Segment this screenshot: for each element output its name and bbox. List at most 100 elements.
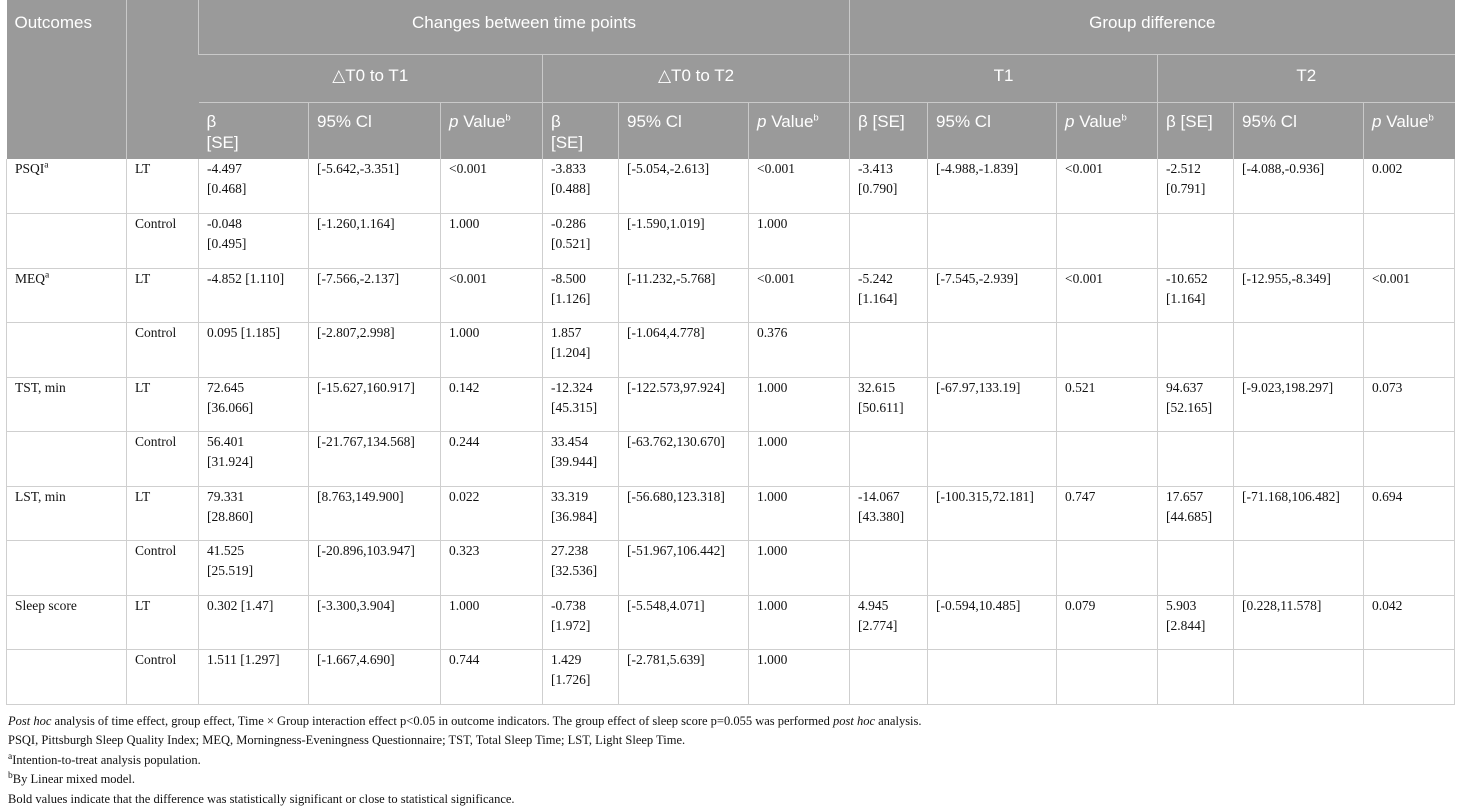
se-value: [31.924] (207, 452, 300, 472)
beta-value: 33.454 (551, 432, 610, 452)
cell-ci: [-20.896,103.947] (309, 541, 441, 596)
cell-p-value (1057, 323, 1158, 378)
se-value: [2.844] (1166, 616, 1225, 636)
outcome-label: Sleep score (15, 598, 77, 613)
cell-ci (928, 432, 1057, 487)
cell-p-value: 1.000 (441, 595, 543, 650)
cell-ci: [-56.680,123.318] (619, 486, 749, 541)
footnote-posthoc: Post hoc analysis of time effect, group … (8, 712, 1454, 732)
cell-ci (1234, 541, 1364, 596)
cell-ci: [-9.023,198.297] (1234, 377, 1364, 432)
cell-p-value (1057, 541, 1158, 596)
cell-ci: [0.228,11.578] (1234, 595, 1364, 650)
cell-ci (1234, 432, 1364, 487)
beta-value: 5.903 (1166, 596, 1225, 616)
cell-ci: [-12.955,-8.349] (1234, 268, 1364, 323)
header-value: Value (1382, 112, 1429, 131)
cell-group: Control (127, 541, 199, 596)
beta-value: -0.738 (551, 596, 610, 616)
beta-value: 94.637 (1166, 378, 1225, 398)
outcome-sup: a (45, 270, 49, 280)
header-sup-b: b (813, 112, 818, 123)
cell-p-value: 0.323 (441, 541, 543, 596)
cell-beta-se: -12.324[45.315] (543, 377, 619, 432)
cell-p-value: 1.000 (749, 432, 850, 487)
outcome-sup: a (44, 161, 48, 171)
cell-ci: [-21.767,134.568] (309, 432, 441, 487)
cell-p-value (1364, 650, 1455, 705)
se-value: [52.165] (1166, 398, 1225, 418)
cell-p-value (1057, 432, 1158, 487)
cell-beta-se (850, 541, 928, 596)
cell-beta-se: 0.095 [1.185] (199, 323, 309, 378)
cell-beta-se: 4.945[2.774] (850, 595, 928, 650)
cell-p-value: 1.000 (749, 541, 850, 596)
se-value: [25.519] (207, 561, 300, 581)
cell-beta-se (850, 432, 928, 487)
cell-ci: [-63.762,130.670] (619, 432, 749, 487)
cell-beta-se: 94.637[52.165] (1158, 377, 1234, 432)
header-value: Value (1075, 112, 1122, 131)
cell-p-value: 1.000 (441, 323, 543, 378)
cell-beta-se: -14.067[43.380] (850, 486, 928, 541)
cell-ci: [-2.781,5.639] (619, 650, 749, 705)
cell-ci (928, 650, 1057, 705)
beta-value: 79.331 (207, 487, 300, 507)
se-value: [1.164] (858, 289, 919, 309)
cell-beta-se: 72.645[36.066] (199, 377, 309, 432)
outcome-label: TST, min (15, 380, 66, 395)
cell-ci: [-5.548,4.071] (619, 595, 749, 650)
cell-p-value (1364, 541, 1455, 596)
cell-beta-se: -0.286[0.521] (543, 214, 619, 269)
cell-ci: [-51.967,106.442] (619, 541, 749, 596)
beta-value: 33.319 (551, 487, 610, 507)
cell-beta-se (1158, 650, 1234, 705)
cell-p-value: 0.142 (441, 377, 543, 432)
beta-value: 17.657 (1166, 487, 1225, 507)
cell-beta-se: 41.525[25.519] (199, 541, 309, 596)
cell-p-value: 1.000 (749, 650, 850, 705)
cell-outcome: TST, min (7, 377, 127, 432)
footnote-abbreviations: PSQI, Pittsburgh Sleep Quality Index; ME… (8, 731, 1454, 751)
se-value: [2.774] (858, 616, 919, 636)
cell-beta-se: 5.903[2.844] (1158, 595, 1234, 650)
footnote-text: analysis of time effect, group effect, T… (51, 714, 833, 728)
beta-value: -10.652 (1166, 269, 1225, 289)
cell-p-value: 0.073 (1364, 377, 1455, 432)
header-ci: 95% Cl (309, 103, 441, 160)
cell-p-value: <0.001 (1057, 159, 1158, 214)
cell-ci: [-1.667,4.690] (309, 650, 441, 705)
header-value: Value (458, 112, 505, 131)
cell-p-value: 1.000 (749, 486, 850, 541)
cell-ci: [-1.260,1.164] (309, 214, 441, 269)
header-p-value: p Valueb (1364, 103, 1455, 160)
se-value: [39.944] (551, 452, 610, 472)
cell-p-value (1364, 214, 1455, 269)
outcome-label: LST, min (15, 489, 66, 504)
beta-value: -3.413 (858, 159, 919, 179)
footnote-italic: Post hoc (8, 714, 51, 728)
cell-group: LT (127, 486, 199, 541)
header-p: p (1065, 112, 1074, 131)
cell-p-value: <0.001 (441, 159, 543, 214)
cell-p-value: <0.001 (749, 268, 850, 323)
header-delta-t1: △T0 to T1 (199, 55, 543, 103)
cell-p-value (1057, 214, 1158, 269)
cell-ci: [-0.594,10.485] (928, 595, 1057, 650)
cell-beta-se (850, 650, 928, 705)
cell-outcome: LST, min (7, 486, 127, 541)
cell-beta-se: 0.302 [1.47] (199, 595, 309, 650)
cell-beta-se (850, 214, 928, 269)
footnote-italic: post hoc (833, 714, 875, 728)
cell-beta-se: 1.429[1.726] (543, 650, 619, 705)
cell-beta-se: 32.615[50.611] (850, 377, 928, 432)
cell-beta-se: -3.833[0.488] (543, 159, 619, 214)
cell-p-value: 1.000 (749, 377, 850, 432)
cell-p-value: 1.000 (749, 214, 850, 269)
cell-group: Control (127, 650, 199, 705)
header-beta: β [SE] (850, 103, 928, 160)
footnote-text: By Linear mixed model. (13, 772, 135, 786)
cell-outcome (7, 214, 127, 269)
beta-value: -12.324 (551, 378, 610, 398)
